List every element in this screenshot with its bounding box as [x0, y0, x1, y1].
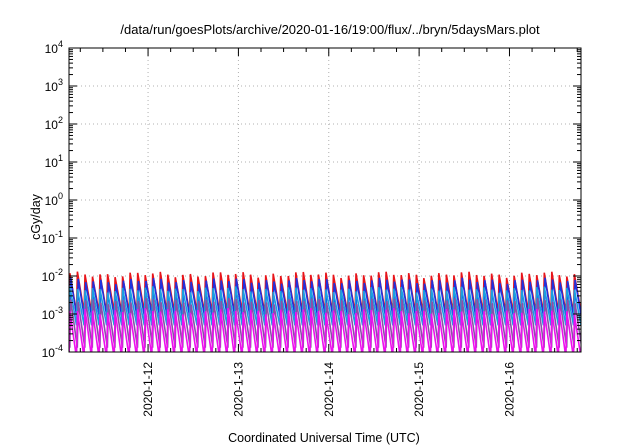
y-tick-label: 102 [45, 115, 63, 132]
y-tick-label: 104 [45, 39, 63, 56]
y-axis-label: cGy/day [29, 193, 43, 240]
series-line-5 [69, 307, 581, 352]
y-tick-label: 100 [45, 191, 63, 208]
x-tick-label: 2020-1-14 [322, 362, 336, 417]
x-tick-label: 2020-1-13 [231, 362, 245, 417]
data-series-group [69, 271, 581, 352]
series-line-3 [69, 286, 581, 326]
y-axis-ticks: 104 103 102 101 100 10-1 10-2 10-3 10-4 [42, 39, 581, 360]
x-axis-label: Coordinated Universal Time (UTC) [228, 431, 420, 445]
y-tick-label: 10-4 [42, 343, 63, 360]
chart-title: /data/run/goesPlots/archive/2020-01-16/1… [120, 22, 540, 37]
x-tick-label: 2020-1-15 [412, 362, 426, 417]
x-tick-label: 2020-1-16 [502, 362, 516, 417]
y-tick-label: 101 [45, 153, 63, 170]
x-tick-label: 2020-1-12 [141, 362, 155, 417]
y-tick-label: 10-1 [42, 229, 63, 246]
y-tick-label: 10-2 [42, 267, 63, 284]
y-tick-label: 10-3 [42, 305, 63, 322]
y-tick-label: 103 [45, 77, 63, 94]
x-axis-ticks: 2020-1-12 2020-1-13 2020-1-14 2020-1-15 2020… [79, 48, 578, 417]
